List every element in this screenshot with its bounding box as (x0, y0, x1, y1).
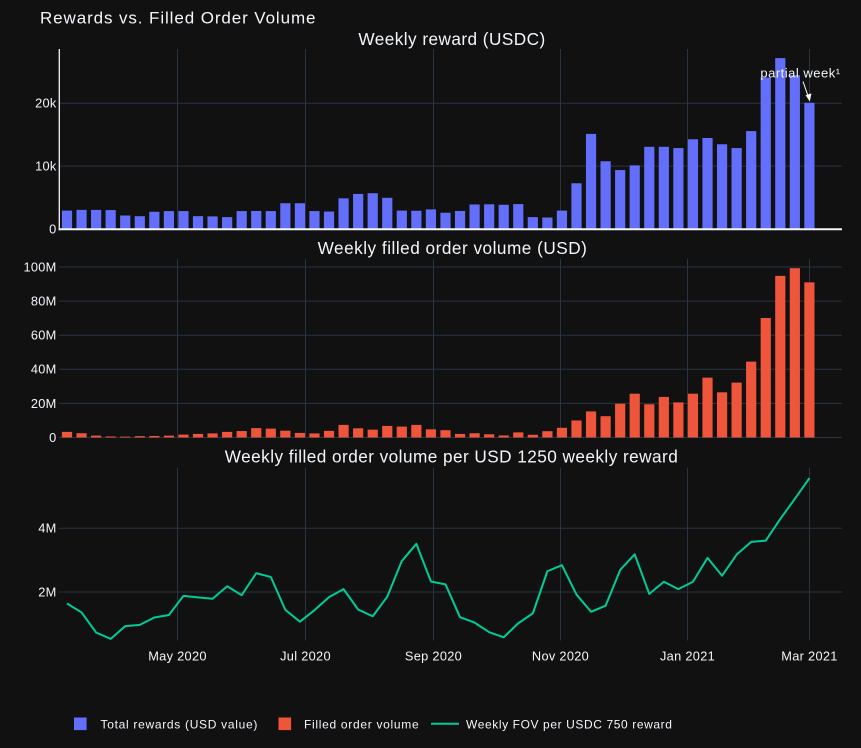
svg-text:2M: 2M (38, 584, 56, 599)
svg-text:Nov 2020: Nov 2020 (532, 648, 589, 663)
svg-text:Total rewards (USD value): Total rewards (USD value) (101, 717, 259, 731)
svg-text:80M: 80M (31, 294, 57, 309)
svg-text:Jul 2020: Jul 2020 (280, 648, 331, 663)
svg-text:40M: 40M (31, 362, 57, 377)
svg-text:Rewards vs. Filled Order Volum: Rewards vs. Filled Order Volume (40, 9, 316, 28)
svg-text:0: 0 (49, 221, 56, 236)
svg-text:May 2020: May 2020 (148, 648, 207, 663)
svg-text:Sep 2020: Sep 2020 (405, 648, 462, 663)
svg-text:Filled order volume: Filled order volume (304, 717, 419, 731)
svg-text:Weekly filled order volume per: Weekly filled order volume per USD 1250 … (225, 447, 678, 467)
svg-text:Weekly FOV per USDC 750 reward: Weekly FOV per USDC 750 reward (466, 717, 673, 731)
svg-text:0: 0 (49, 430, 56, 445)
svg-text:Mar 2021: Mar 2021 (781, 648, 837, 663)
svg-text:partial week¹: partial week¹ (760, 66, 840, 81)
svg-text:100M: 100M (23, 259, 56, 274)
svg-text:4M: 4M (38, 521, 56, 536)
svg-text:10k: 10k (35, 159, 57, 174)
svg-text:Weekly reward (USDC): Weekly reward (USDC) (358, 29, 545, 49)
svg-text:60M: 60M (31, 328, 57, 343)
svg-text:20k: 20k (35, 96, 57, 111)
svg-text:Jan 2021: Jan 2021 (660, 648, 715, 663)
svg-text:20M: 20M (31, 396, 57, 411)
svg-text:Weekly filled order volume (US: Weekly filled order volume (USD) (318, 238, 588, 258)
